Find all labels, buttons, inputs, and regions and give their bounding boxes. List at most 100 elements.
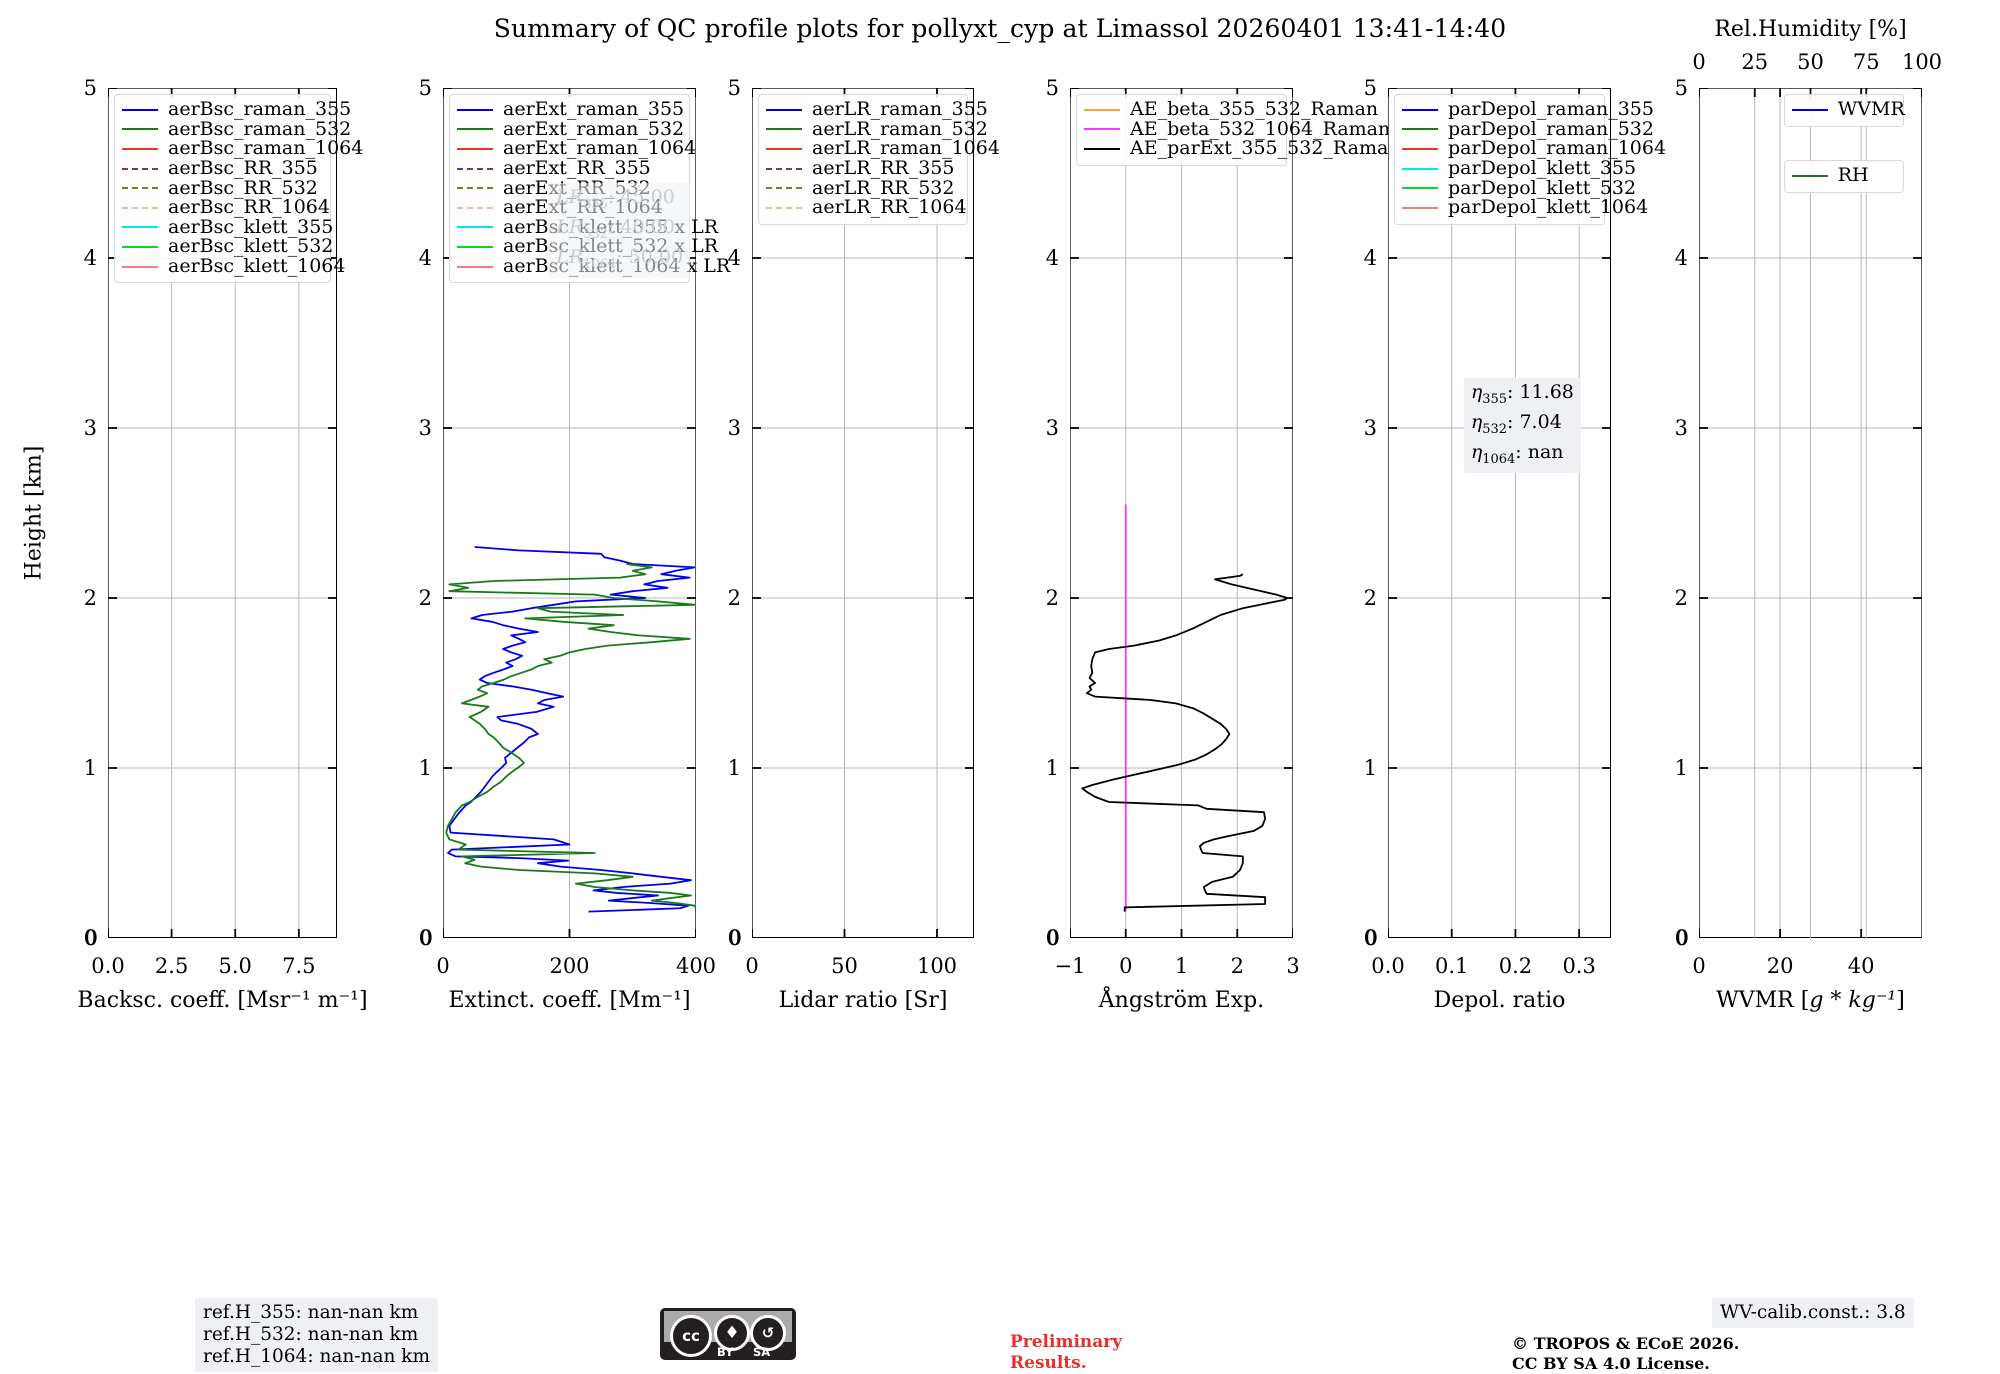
y-tick-label: 2 [83,586,97,610]
y-tick-label: 3 [1045,416,1059,440]
y-tick-label: 1 [418,756,432,780]
y-tick-label: 0 [1674,926,1688,950]
legend-line-icon [1084,108,1120,111]
annotation-line: LR1064: 50.00 [556,245,684,272]
legend-item-aerExt_RR_355[interactable]: aerExt_RR_355 [457,159,682,179]
x-axis-title-wvmr-rh: WVMR [g * kg⁻¹] [1716,988,1905,1013]
legend-line-icon [1402,108,1438,111]
legend-item-parDepol_raman_1064[interactable]: parDepol_raman_1064 [1402,139,1666,159]
legend-line-icon [122,206,158,209]
legend-item-parDepol_klett_532[interactable]: parDepol_klett_532 [1402,178,1636,198]
axis-origin-label: 0 [1364,926,1378,950]
preliminary-line: Results. [1010,1353,1087,1373]
y-tick-label: 4 [1045,246,1059,270]
legend-item-parDepol_klett_355[interactable]: parDepol_klett_355 [1402,159,1636,179]
legend-line-icon [766,187,802,190]
x-tick-label: 0.0 [1371,954,1405,978]
legend-item-aerBsc_raman_355[interactable]: aerBsc_raman_355 [122,100,351,120]
y-tick-label: 1 [727,756,741,780]
x-tick-label: 200 [549,954,590,978]
legend-item-AE_beta_355_532_Raman[interactable]: AE_beta_355_532_Raman [1084,100,1378,120]
legend-item-aerBsc_RR_1064[interactable]: aerBsc_RR_1064 [122,198,330,218]
share-alike-icon: ↺ [750,1315,786,1351]
legend-wvmr-rh[interactable]: WVMR [1783,94,1905,127]
plot-panel-wvmr-rh: 0 1 2 3 4 5 0 20 40 0 25 50 75 100 Rel.Humidity [%] WVM… [1675,17,1942,1013]
x-tick-label: 50 [831,954,858,978]
legend-item-AE_beta_532_1064_Raman[interactable]: AE_beta_532_1064_Raman [1084,119,1390,140]
y-tick-label: 4 [727,246,741,270]
legend-angstrom[interactable]: AE_beta_355_532_Raman AE_beta_532_1064_Ra… [1076,94,1401,166]
legend-item-aerBsc_RR_532[interactable]: aerBsc_RR_532 [122,178,323,198]
plot-panel-extinction: 0 1 2 3 4 5 0 200 400 Extinct. coeff. [Mm⁻¹] 0 aerE… [419,76,731,1013]
y-tick-label: 1 [1674,756,1688,780]
legend-label: AE_beta_532_1064_Raman [1130,117,1391,140]
legend-item-aerExt_raman_532[interactable]: aerExt_raman_532 [457,119,684,140]
legend-depol-ratio[interactable]: parDepol_raman_355 parDepol_raman_532 parD… [1394,94,1666,225]
legend-label: aerLR_raman_532 [812,117,988,140]
y-tick-label: 5 [1045,76,1059,100]
y-tick-label: 1 [1363,756,1377,780]
y-tick-label: 5 [83,76,97,100]
legend-line-icon [122,187,158,190]
x-tick-label: 0.0 [91,954,125,978]
legend-item-aerBsc_RR_355[interactable]: aerBsc_RR_355 [122,159,323,179]
top-x-tick-label: 100 [1901,50,1943,74]
annotation-line: LR532: 40.00 [556,215,675,242]
legend-line-icon [122,245,158,248]
x-axis-title-lidar-ratio: Lidar ratio [Sr] [778,988,948,1013]
legend-item-aerLR_RR_532[interactable]: aerLR_RR_532 [766,178,960,198]
plot-panel-depol-ratio: 0 1 2 3 4 5 0.0 0.1 0.2 0.3 Depol. ratio 0 parDepol_… [1364,76,1666,1013]
legend-wvmr-rh-secondary[interactable]: RH [1783,160,1905,193]
legend-line-icon [766,147,802,150]
legend-line-icon [122,128,158,131]
legend-line-icon [457,167,493,170]
x-tick-label: 0.1 [1435,954,1469,978]
annotation-depol-ratio: η355: 11.68 η532: 7.04 η1064: nan [1463,378,1581,474]
legend-label: aerLR_raman_1064 [812,137,1000,160]
x-tick-label: 400 [675,954,717,978]
legend-label: AE_beta_355_532_Raman [1130,98,1379,121]
legend-line-icon [1791,174,1828,177]
x-tick-label: 20 [1766,954,1794,978]
legend-item-parDepol_klett_1064[interactable]: parDepol_klett_1064 [1402,198,1648,218]
legend-label: aerBsc_RR_355 [168,157,318,180]
legend-item-aerLR_RR_355[interactable]: aerLR_RR_355 [766,159,960,179]
cc-by-label: BY [717,1345,734,1359]
legend-item-AE_parExt_355_532_Raman[interactable]: AE_parExt_355_532_Raman [1084,139,1401,159]
legend-label: aerBsc_raman_355 [168,98,352,121]
legend-lidar-ratio[interactable]: aerLR_raman_355 aerLR_raman_532 aerLR_rama… [758,94,1000,225]
legend-line-icon [457,147,493,150]
x-tick-label: 0 [1692,954,1706,978]
plot-area-extinction [443,88,696,938]
x-tick-label: 0.3 [1562,954,1596,978]
legend-line-icon [766,167,802,170]
y-tick-label: 1 [1045,756,1059,780]
legend-item-aerLR_raman_1064[interactable]: aerLR_raman_1064 [766,139,1000,159]
legend-item-parDepol_raman_532[interactable]: parDepol_raman_532 [1402,119,1654,140]
legend-item-parDepol_raman_355[interactable]: parDepol_raman_355 [1402,100,1654,120]
legend-item-aerLR_raman_355[interactable]: aerLR_raman_355 [766,100,988,120]
legend-item-aerExt_raman_1064[interactable]: aerExt_raman_1064 [457,139,696,159]
legend-item-aerBsc_raman_1064[interactable]: aerBsc_raman_1064 [122,139,363,159]
legend-item-aerBsc_klett_355[interactable]: aerBsc_klett_355 [122,217,333,238]
legend-line-icon [1084,147,1120,150]
legend-backscatter[interactable]: aerBsc_raman_355 aerBsc_raman_532 aerBsc_r… [114,94,363,284]
legend-line-icon [766,206,802,209]
legend-label: AE_parExt_355_532_Raman [1130,137,1401,160]
legend-item-aerLR_raman_532[interactable]: aerLR_raman_532 [766,119,988,140]
legend-item-RH[interactable]: RH [1791,166,1896,186]
legend-item-WVMR[interactable]: WVMR [1791,100,1905,120]
legend-item-aerBsc_klett_532[interactable]: aerBsc_klett_532 [122,237,333,257]
annotation-line: LR355: 45.00 [556,186,675,212]
legend-line-icon [457,108,493,111]
y-tick-label: 5 [727,76,741,100]
legend-label: aerLR_RR_355 [812,157,955,180]
legend-item-aerLR_RR_1064[interactable]: aerLR_RR_1064 [766,198,967,218]
legend-item-aerBsc_raman_532[interactable]: aerBsc_raman_532 [122,119,351,140]
y-tick-label: 0 [1363,926,1377,950]
legend-item-aerExt_raman_355[interactable]: aerExt_raman_355 [457,100,684,120]
legend-line-icon [1402,147,1438,150]
legend-label: aerBsc_klett_355 [168,215,334,238]
legend-item-aerBsc_klett_1064[interactable]: aerBsc_klett_1064 [122,257,345,277]
